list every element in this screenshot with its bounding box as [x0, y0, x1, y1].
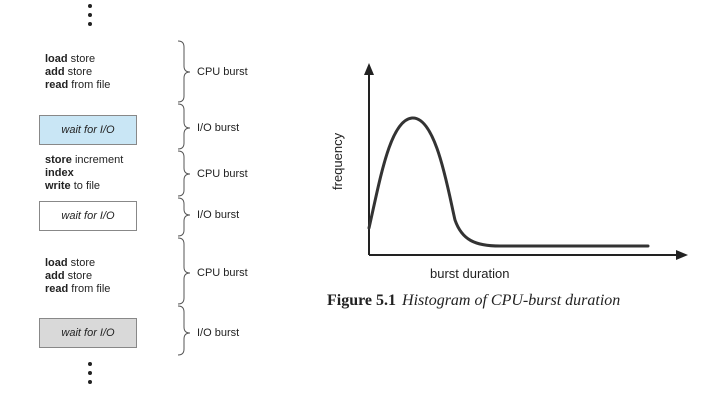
keyword: load: [45, 53, 68, 65]
ellipsis-bottom: [88, 362, 92, 389]
brace-cpu-2: [177, 150, 191, 197]
instruction-text: store: [67, 257, 96, 269]
brace-cpu-3: [177, 237, 191, 305]
instruction-text: store: [64, 270, 93, 282]
burst-label-cpu-2: CPU burst: [197, 168, 248, 180]
keyword: add: [45, 270, 65, 282]
figure-title: Histogram of CPU-burst duration: [402, 292, 621, 309]
instruction-text: from file: [68, 79, 111, 91]
burst-label-cpu-1: CPU burst: [197, 66, 248, 78]
instruction-text: from file: [68, 283, 111, 295]
brace-io-1: [177, 103, 191, 150]
burst-label-io-2: I/O burst: [197, 209, 240, 221]
cpu-instructions-1: load store add store read from file: [45, 53, 110, 92]
burst-label-cpu-3: CPU burst: [197, 267, 248, 279]
keyword: store: [45, 154, 72, 166]
brace-cpu-1: [177, 40, 191, 103]
instruction-text: store: [64, 66, 93, 78]
brace-io-2: [177, 197, 191, 237]
keyword: read: [45, 79, 69, 91]
burst-label-io-1: I/O burst: [197, 122, 240, 134]
instruction-text: increment: [71, 154, 124, 166]
io-wait-box-3: wait for I/O: [39, 318, 137, 348]
instruction-text: store: [67, 53, 96, 65]
keyword: add: [45, 66, 65, 78]
cpu-instructions-3: load store add store read from file: [45, 257, 110, 296]
figure-number: Figure 5.1: [327, 292, 397, 309]
brace-io-3: [177, 305, 191, 356]
y-axis-label: frequency: [330, 132, 345, 190]
io-wait-box-2: wait for I/O: [39, 201, 137, 231]
keyword: read: [45, 283, 69, 295]
x-axis-label: burst duration: [430, 266, 510, 281]
figure-caption: Figure 5.1 Histogram of CPU-burst duratio…: [327, 292, 620, 310]
burst-braces: [177, 40, 191, 356]
histogram: [364, 63, 688, 260]
keyword: write: [45, 180, 71, 192]
cpu-instructions-2: store increment index write to file: [45, 154, 123, 193]
x-axis-arrow-icon: [676, 250, 688, 260]
keyword: index: [45, 167, 74, 179]
burst-label-io-3: I/O burst: [197, 327, 240, 339]
instruction-text: to file: [70, 180, 101, 192]
keyword: load: [45, 257, 68, 269]
y-axis-arrow-icon: [364, 63, 374, 75]
io-wait-box-1: wait for I/O: [39, 115, 137, 145]
ellipsis-top: [88, 4, 92, 31]
histogram-curve: [367, 116, 650, 248]
